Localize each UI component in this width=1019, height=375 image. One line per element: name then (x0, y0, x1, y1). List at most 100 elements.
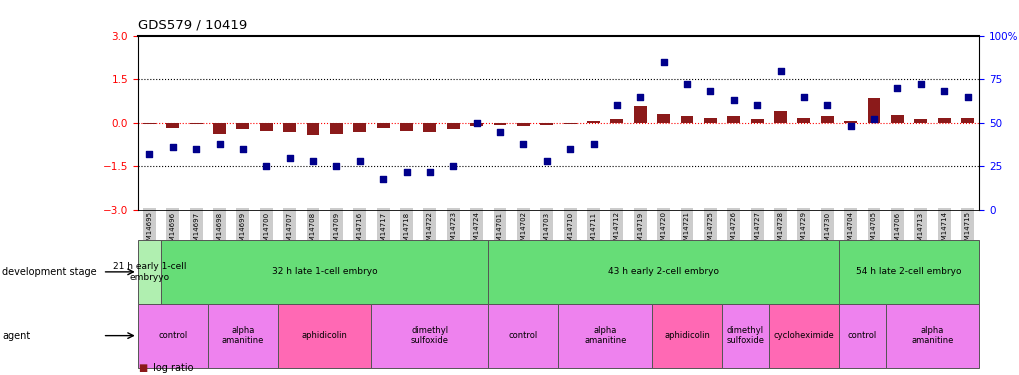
Bar (488, 240, 838, 304)
Point (421, 169, 437, 175)
Bar (446, 123, 460, 129)
Point (491, 129, 507, 135)
Bar (277, 304, 371, 368)
Bar (376, 123, 389, 128)
Point (818, 102, 835, 108)
Bar (283, 123, 296, 132)
Point (561, 146, 578, 152)
Bar (768, 304, 838, 368)
Bar (750, 119, 763, 123)
Point (538, 158, 554, 164)
Text: alpha
amanitine: alpha amanitine (221, 326, 264, 345)
Point (655, 59, 672, 65)
Point (795, 94, 811, 100)
Text: control: control (158, 331, 187, 340)
Bar (838, 304, 884, 368)
Point (444, 164, 461, 170)
Bar (208, 304, 277, 368)
Bar (703, 118, 716, 123)
Text: agent: agent (2, 331, 31, 340)
Point (889, 85, 905, 91)
Text: control: control (847, 331, 876, 340)
Bar (329, 123, 342, 134)
Bar (844, 121, 856, 123)
Bar (773, 111, 787, 123)
Text: ■: ■ (138, 363, 147, 373)
Text: alpha
amanitine: alpha amanitine (910, 326, 953, 345)
Point (842, 123, 858, 129)
Bar (166, 123, 179, 128)
Point (468, 120, 484, 126)
Point (585, 141, 601, 147)
Point (187, 146, 204, 152)
Text: 32 h late 1-cell embryo: 32 h late 1-cell embryo (272, 267, 377, 276)
Bar (890, 115, 903, 123)
Text: alpha
amanitine: alpha amanitine (584, 326, 626, 345)
Text: GDS579 / 10419: GDS579 / 10419 (138, 19, 247, 32)
Bar (161, 240, 488, 304)
Point (234, 146, 251, 152)
Point (305, 158, 321, 164)
Bar (913, 119, 926, 123)
Point (211, 141, 227, 147)
Point (515, 141, 531, 147)
Bar (260, 123, 272, 131)
Bar (493, 123, 506, 124)
Bar (884, 304, 978, 368)
Point (632, 94, 648, 100)
Bar (540, 123, 552, 124)
Bar (517, 123, 529, 126)
Point (328, 164, 344, 170)
Point (258, 164, 274, 170)
Bar (609, 119, 623, 123)
Text: 21 h early 1-cell
embryyo: 21 h early 1-cell embryyo (112, 262, 185, 282)
Point (164, 144, 180, 150)
Bar (838, 240, 978, 304)
Point (375, 176, 391, 181)
Bar (138, 304, 208, 368)
Bar (564, 123, 576, 124)
Bar (680, 116, 693, 123)
Point (912, 81, 928, 87)
Bar (470, 123, 483, 126)
Bar (867, 98, 879, 123)
Text: development stage: development stage (2, 267, 97, 277)
Bar (587, 121, 599, 123)
Bar (651, 304, 721, 368)
Text: aphidicolin: aphidicolin (302, 331, 347, 340)
Bar (213, 123, 226, 134)
Point (725, 97, 741, 103)
Point (935, 88, 952, 94)
Bar (633, 106, 646, 123)
Bar (488, 304, 558, 368)
Bar (797, 118, 809, 123)
Bar (190, 123, 203, 124)
Bar (143, 123, 156, 124)
Point (679, 81, 695, 87)
Bar (721, 304, 768, 368)
Point (771, 68, 788, 74)
Bar (727, 116, 740, 123)
Point (141, 151, 157, 157)
Text: log ratio: log ratio (150, 363, 194, 373)
Point (959, 94, 975, 100)
Point (701, 88, 717, 94)
Bar (399, 123, 413, 131)
Text: 43 h early 2-cell embryo: 43 h early 2-cell embryo (607, 267, 718, 276)
Bar (371, 304, 488, 368)
Text: aphidicolin: aphidicolin (663, 331, 709, 340)
Text: cycloheximide: cycloheximide (772, 331, 834, 340)
Text: 54 h late 2-cell embryo: 54 h late 2-cell embryo (856, 267, 961, 276)
Bar (820, 116, 833, 123)
Text: dimethyl
sulfoxide: dimethyl sulfoxide (411, 326, 448, 345)
Point (281, 154, 298, 160)
Bar (138, 240, 161, 304)
Bar (307, 123, 319, 135)
Bar (936, 118, 950, 123)
Point (608, 102, 625, 108)
Bar (423, 123, 436, 132)
Bar (236, 123, 249, 129)
Point (865, 116, 881, 122)
Bar (558, 304, 651, 368)
Bar (960, 118, 973, 123)
